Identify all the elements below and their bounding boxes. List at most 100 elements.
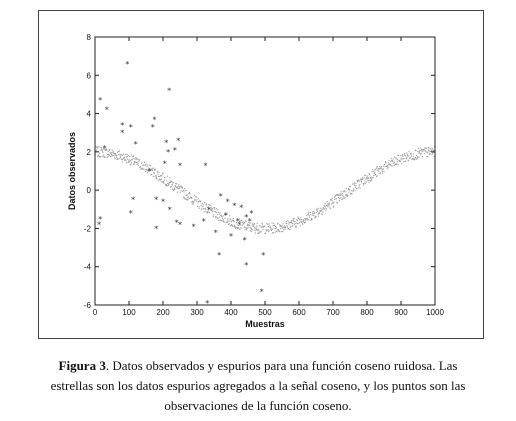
cosine-point	[179, 191, 181, 193]
cosine-point	[202, 205, 204, 207]
cosine-point	[379, 167, 381, 170]
cosine-point	[171, 188, 174, 190]
cosine-point	[181, 187, 183, 189]
cosine-point	[301, 218, 303, 220]
cosine-point	[271, 222, 273, 224]
cosine-point	[195, 196, 197, 198]
cosine-point	[125, 156, 127, 158]
cosine-point	[180, 190, 182, 192]
cosine-point	[274, 231, 276, 233]
cosine-point	[312, 212, 314, 214]
cosine-point	[324, 206, 327, 208]
cosine-point	[246, 225, 248, 227]
cosine-point	[178, 185, 180, 187]
cosine-point	[249, 226, 251, 228]
cosine-point	[394, 156, 396, 158]
outlier-star: *	[217, 251, 221, 260]
cosine-point	[251, 230, 253, 232]
cosine-point	[326, 204, 329, 206]
cosine-point	[429, 151, 431, 153]
cosine-point	[198, 207, 200, 209]
caption-line-2: estrellas son los datos espurios agregad…	[50, 378, 466, 393]
cosine-point	[321, 208, 324, 210]
cosine-point	[269, 226, 272, 228]
y-axis-label: Datos observados	[67, 132, 77, 210]
cosine-point	[401, 163, 403, 165]
cosine-point	[324, 207, 326, 210]
cosine-point	[423, 149, 425, 151]
outlier-star: *	[219, 192, 223, 201]
cosine-point	[376, 166, 379, 168]
cosine-point	[140, 162, 143, 165]
cosine-point	[419, 147, 421, 149]
cosine-point	[145, 163, 147, 165]
cosine-point	[125, 153, 127, 155]
cosine-point	[320, 207, 322, 209]
cosine-point	[137, 164, 140, 166]
outlier-star: *	[151, 123, 155, 132]
outlier-star: *	[202, 217, 206, 226]
caption-figure-label: Figura 3	[58, 358, 106, 373]
cosine-point	[158, 171, 160, 173]
cosine-point	[126, 153, 128, 155]
cosine-point	[135, 158, 137, 161]
cosine-point	[425, 147, 428, 150]
cosine-point	[204, 210, 206, 213]
cosine-point	[278, 231, 280, 233]
cosine-point	[322, 211, 324, 213]
cosine-point	[109, 152, 111, 154]
cosine-point	[301, 221, 303, 223]
cosine-point	[147, 170, 149, 172]
cosine-point	[165, 184, 167, 186]
cosine-point	[160, 178, 162, 180]
cosine-point	[117, 151, 120, 153]
cosine-point	[184, 188, 186, 190]
cosine-point	[304, 218, 306, 220]
caption-line-3: observaciones de la función coseno.	[164, 398, 352, 413]
cosine-point	[307, 214, 309, 216]
cosine-point	[186, 194, 188, 196]
cosine-point	[308, 215, 310, 217]
cosine-point	[134, 161, 137, 163]
cosine-point	[298, 223, 300, 225]
outlier-star: *	[153, 115, 157, 124]
outlier-star: *	[154, 196, 158, 205]
cosine-point	[191, 202, 193, 204]
cosine-point	[154, 168, 157, 170]
cosine-point	[281, 227, 283, 229]
cosine-point	[325, 208, 328, 210]
figure-caption: Figura 3. Datos observados y espurios pa…	[0, 356, 516, 416]
cosine-point	[391, 165, 393, 167]
cosine-point	[371, 179, 373, 181]
cosine-point	[313, 214, 315, 216]
cosine-point	[357, 179, 360, 181]
cosine-point	[272, 232, 275, 234]
cosine-point	[330, 207, 332, 209]
cosine-point	[175, 186, 177, 188]
cosine-point	[136, 163, 138, 165]
cosine-point	[392, 160, 394, 162]
cosine-point	[257, 228, 259, 230]
cosine-point	[108, 153, 110, 155]
cosine-point	[286, 226, 289, 228]
cosine-point	[406, 152, 408, 154]
cosine-point	[155, 177, 157, 179]
cosine-point	[249, 224, 251, 226]
cosine-point	[165, 185, 167, 187]
cosine-point	[170, 186, 172, 188]
cosine-point	[364, 174, 366, 177]
cosine-point	[285, 226, 287, 228]
cosine-point	[279, 225, 281, 227]
cosine-point	[319, 212, 321, 215]
cosine-point	[378, 168, 380, 170]
cosine-point	[340, 194, 343, 196]
cosine-point	[359, 187, 361, 189]
cosine-point	[370, 178, 373, 180]
cosine-point	[423, 153, 426, 155]
cosine-point	[237, 218, 239, 221]
cosine-point	[332, 201, 334, 203]
cosine-point	[281, 225, 283, 227]
cosine-point	[426, 155, 429, 158]
cosine-point	[421, 156, 424, 158]
cosine-point	[221, 216, 223, 218]
